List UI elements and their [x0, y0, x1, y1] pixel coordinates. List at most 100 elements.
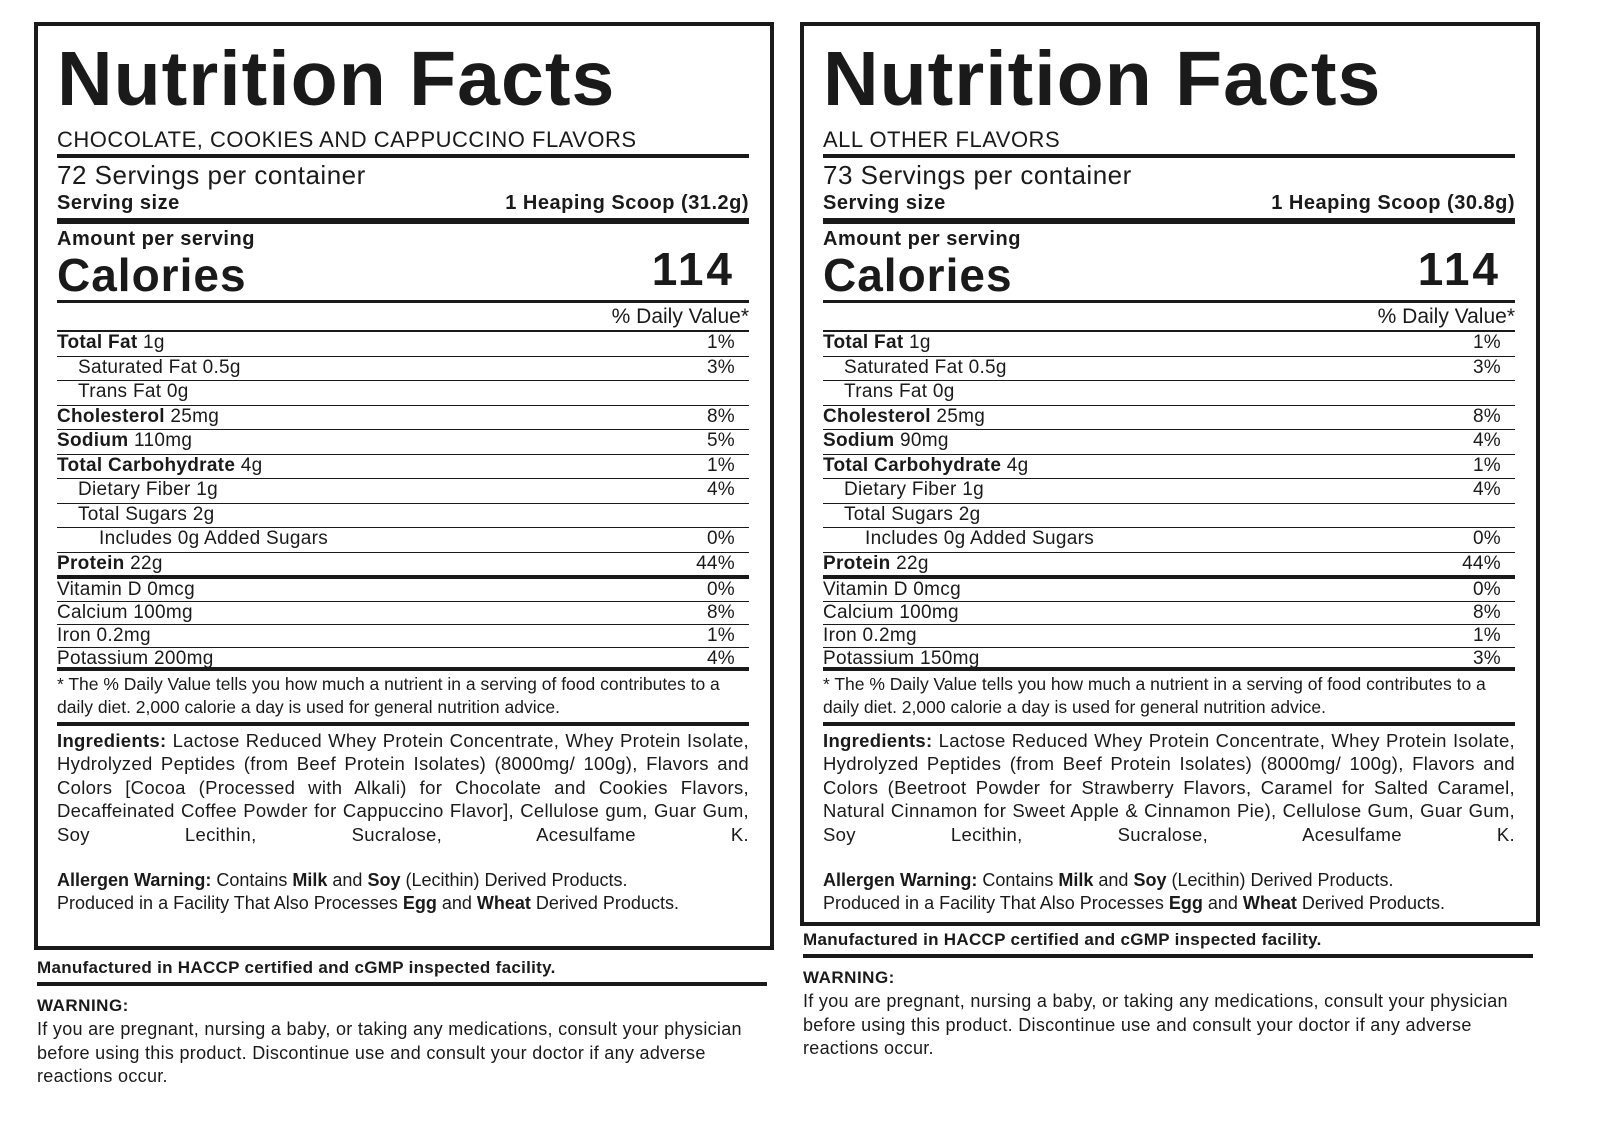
ingredients-label: Ingredients:	[57, 729, 167, 751]
calories-value: 114	[651, 243, 735, 295]
warning-text: If you are pregnant, nursing a baby, or …	[37, 1019, 742, 1086]
vitamin-row: Vitamin D 0mcg 0%	[57, 579, 749, 602]
flavor-subtitle: ALL OTHER FLAVORS	[823, 126, 1515, 158]
allergen-text-segment: Contains	[977, 870, 1059, 890]
allergen-text-segment: Egg	[402, 893, 437, 913]
nutrient-daily-value: 4%	[1472, 430, 1501, 451]
nutrient-row: Sodium 110mg 5%	[57, 430, 749, 455]
nutrient-daily-value: 3%	[1472, 356, 1501, 378]
warning-title: WARNING:	[37, 996, 129, 1015]
ingredients-label: Ingredients:	[823, 729, 933, 751]
nutrient-row: Sodium 90mg 4%	[823, 430, 1515, 455]
nutrient-daily-value: 44%	[1462, 552, 1501, 574]
vitamin-row: Iron 0.2mg 1%	[823, 625, 1515, 648]
facility-statement: Manufactured in HACCP certified and cGMP…	[803, 928, 1533, 958]
nutrient-amount: Saturated Fat 0.5g	[844, 356, 1007, 378]
warning-section-right: Manufactured in HACCP certified and cGMP…	[803, 928, 1533, 1061]
nutrient-name: Includes 0g Added Sugars	[823, 528, 1094, 552]
vitamin-row: Potassium 200mg 4%	[57, 648, 749, 671]
vitamin-row: Calcium 100mg 8%	[57, 602, 749, 625]
allergen-text-segment: Derived Products.	[1296, 893, 1445, 913]
vitamin-row: Iron 0.2mg 1%	[57, 625, 749, 648]
nutrient-name: Total Sugars 2g	[823, 504, 981, 528]
vitamin-row: Vitamin D 0mcg 0%	[823, 579, 1515, 602]
nutrient-amount: Dietary Fiber 1g	[844, 479, 984, 500]
serving-size-label: Serving size	[823, 192, 946, 214]
serving-size-value: 1 Heaping Scoop (30.8g)	[1271, 192, 1515, 214]
calories-label: Calories	[57, 249, 247, 301]
vitamin-label: Vitamin D 0mcg	[823, 578, 961, 600]
calories-value: 114	[1417, 243, 1501, 295]
vitamin-daily-value: 1%	[1472, 624, 1501, 646]
serving-size-label: Serving size	[57, 192, 180, 214]
nutrient-amount: Includes 0g Added Sugars	[99, 528, 329, 549]
nutrient-name: Trans Fat 0g	[57, 381, 189, 405]
nutrient-name: Protein 22g	[823, 553, 929, 575]
nutrient-label: Cholesterol	[823, 405, 931, 427]
nutrient-daily-value: 1%	[1472, 332, 1501, 353]
vitamin-daily-value: 8%	[706, 601, 735, 623]
nutrient-row: Saturated Fat 0.5g 3%	[823, 356, 1515, 381]
allergen-warning: Allergen Warning: Contains Milk and Soy …	[823, 869, 1515, 915]
nutrient-amount: 22g	[124, 552, 163, 574]
allergen-text-segment: (Lecithin) Derived Products.	[400, 870, 628, 890]
nutrient-row: Dietary Fiber 1g 4%	[823, 479, 1515, 504]
nutrient-row: Cholesterol 25mg 8%	[823, 405, 1515, 430]
allergen-text-segment: Allergen Warning:	[823, 870, 978, 890]
serving-size-value: 1 Heaping Scoop (31.2g)	[505, 192, 749, 214]
nutrient-label: Sodium	[823, 430, 895, 451]
flavor-subtitle: CHOCOLATE, COOKIES AND CAPPUCCINO FLAVOR…	[57, 126, 749, 158]
nutrient-name: Saturated Fat 0.5g	[57, 357, 241, 381]
nutrient-daily-value: 0%	[1472, 528, 1501, 549]
nutrient-row: Total Carbohydrate 4g 1%	[57, 454, 749, 479]
allergen-warning: Allergen Warning: Contains Milk and Soy …	[57, 869, 749, 915]
nutrient-name: Sodium 90mg	[823, 430, 949, 454]
nutrient-amount: 4g	[1001, 454, 1029, 476]
nutrient-name: Saturated Fat 0.5g	[823, 357, 1007, 381]
panel-title: Nutrition Facts	[57, 36, 616, 122]
servings-per-container: 72 Servings per container	[57, 160, 366, 190]
nutrient-amount: Trans Fat 0g	[844, 381, 955, 402]
daily-value-footnote: * The % Daily Value tells you how much a…	[823, 671, 1515, 726]
vitamin-label: Iron 0.2mg	[57, 624, 151, 646]
allergen-text-segment: Wheat	[476, 893, 531, 913]
panel-title: Nutrition Facts	[823, 36, 1382, 122]
allergen-text-segment: and	[1202, 893, 1243, 913]
calories-row: Calories 114	[57, 246, 749, 303]
nutrient-daily-value: 8%	[706, 405, 735, 427]
nutrient-amount: 22g	[890, 552, 929, 574]
vitamin-daily-value: 0%	[1472, 578, 1501, 600]
nutrient-name: Cholesterol 25mg	[823, 406, 985, 430]
nutrient-row: Includes 0g Added Sugars 0%	[823, 528, 1515, 553]
nutrient-name: Cholesterol 25mg	[57, 406, 219, 430]
nutrient-name: Total Carbohydrate 4g	[823, 455, 1029, 479]
nutrient-amount: 1g	[903, 332, 931, 353]
nutrient-row: Total Carbohydrate 4g 1%	[823, 455, 1515, 479]
allergen-text-segment: Derived Products.	[530, 893, 679, 913]
nutrient-amount: Dietary Fiber 1g	[78, 479, 218, 500]
nutrition-facts-panel-right: Nutrition Facts ALL OTHER FLAVORS 73 Ser…	[800, 22, 1540, 926]
nutrient-name: Protein 22g	[57, 553, 163, 575]
nutrient-daily-value: 1%	[706, 454, 735, 476]
nutrient-amount: 25mg	[930, 405, 986, 427]
allergen-text-segment: (Lecithin) Derived Products.	[1166, 870, 1394, 890]
nutrient-row: Total Fat 1g 1%	[57, 332, 749, 357]
nutrient-name: Includes 0g Added Sugars	[57, 528, 328, 552]
nutrient-row: Total Sugars 2g	[57, 504, 749, 528]
ingredients: Ingredients: Lactose Reduced Whey Protei…	[57, 729, 749, 847]
nutrient-name: Dietary Fiber 1g	[823, 479, 984, 503]
amount-per-serving-label: Amount per serving	[823, 228, 1021, 250]
nutrient-daily-value: 8%	[1472, 405, 1501, 427]
allergen-text-segment: and	[436, 893, 477, 913]
nutrient-row: Cholesterol 25mg 8%	[57, 405, 749, 430]
nutrient-daily-value: 4%	[706, 479, 735, 500]
calories-row: Calories 114	[823, 246, 1515, 303]
nutrient-label: Total Carbohydrate	[823, 454, 1002, 476]
vitamin-label: Potassium 200mg	[57, 647, 214, 669]
allergen-text-segment: Allergen Warning:	[57, 870, 212, 890]
nutrient-daily-value: 44%	[696, 552, 735, 574]
allergen-text-segment: and	[1093, 870, 1134, 890]
nutrient-label: Total Carbohydrate	[57, 454, 236, 476]
allergen-text-segment: Wheat	[1242, 893, 1297, 913]
warning-title: WARNING:	[803, 968, 895, 987]
